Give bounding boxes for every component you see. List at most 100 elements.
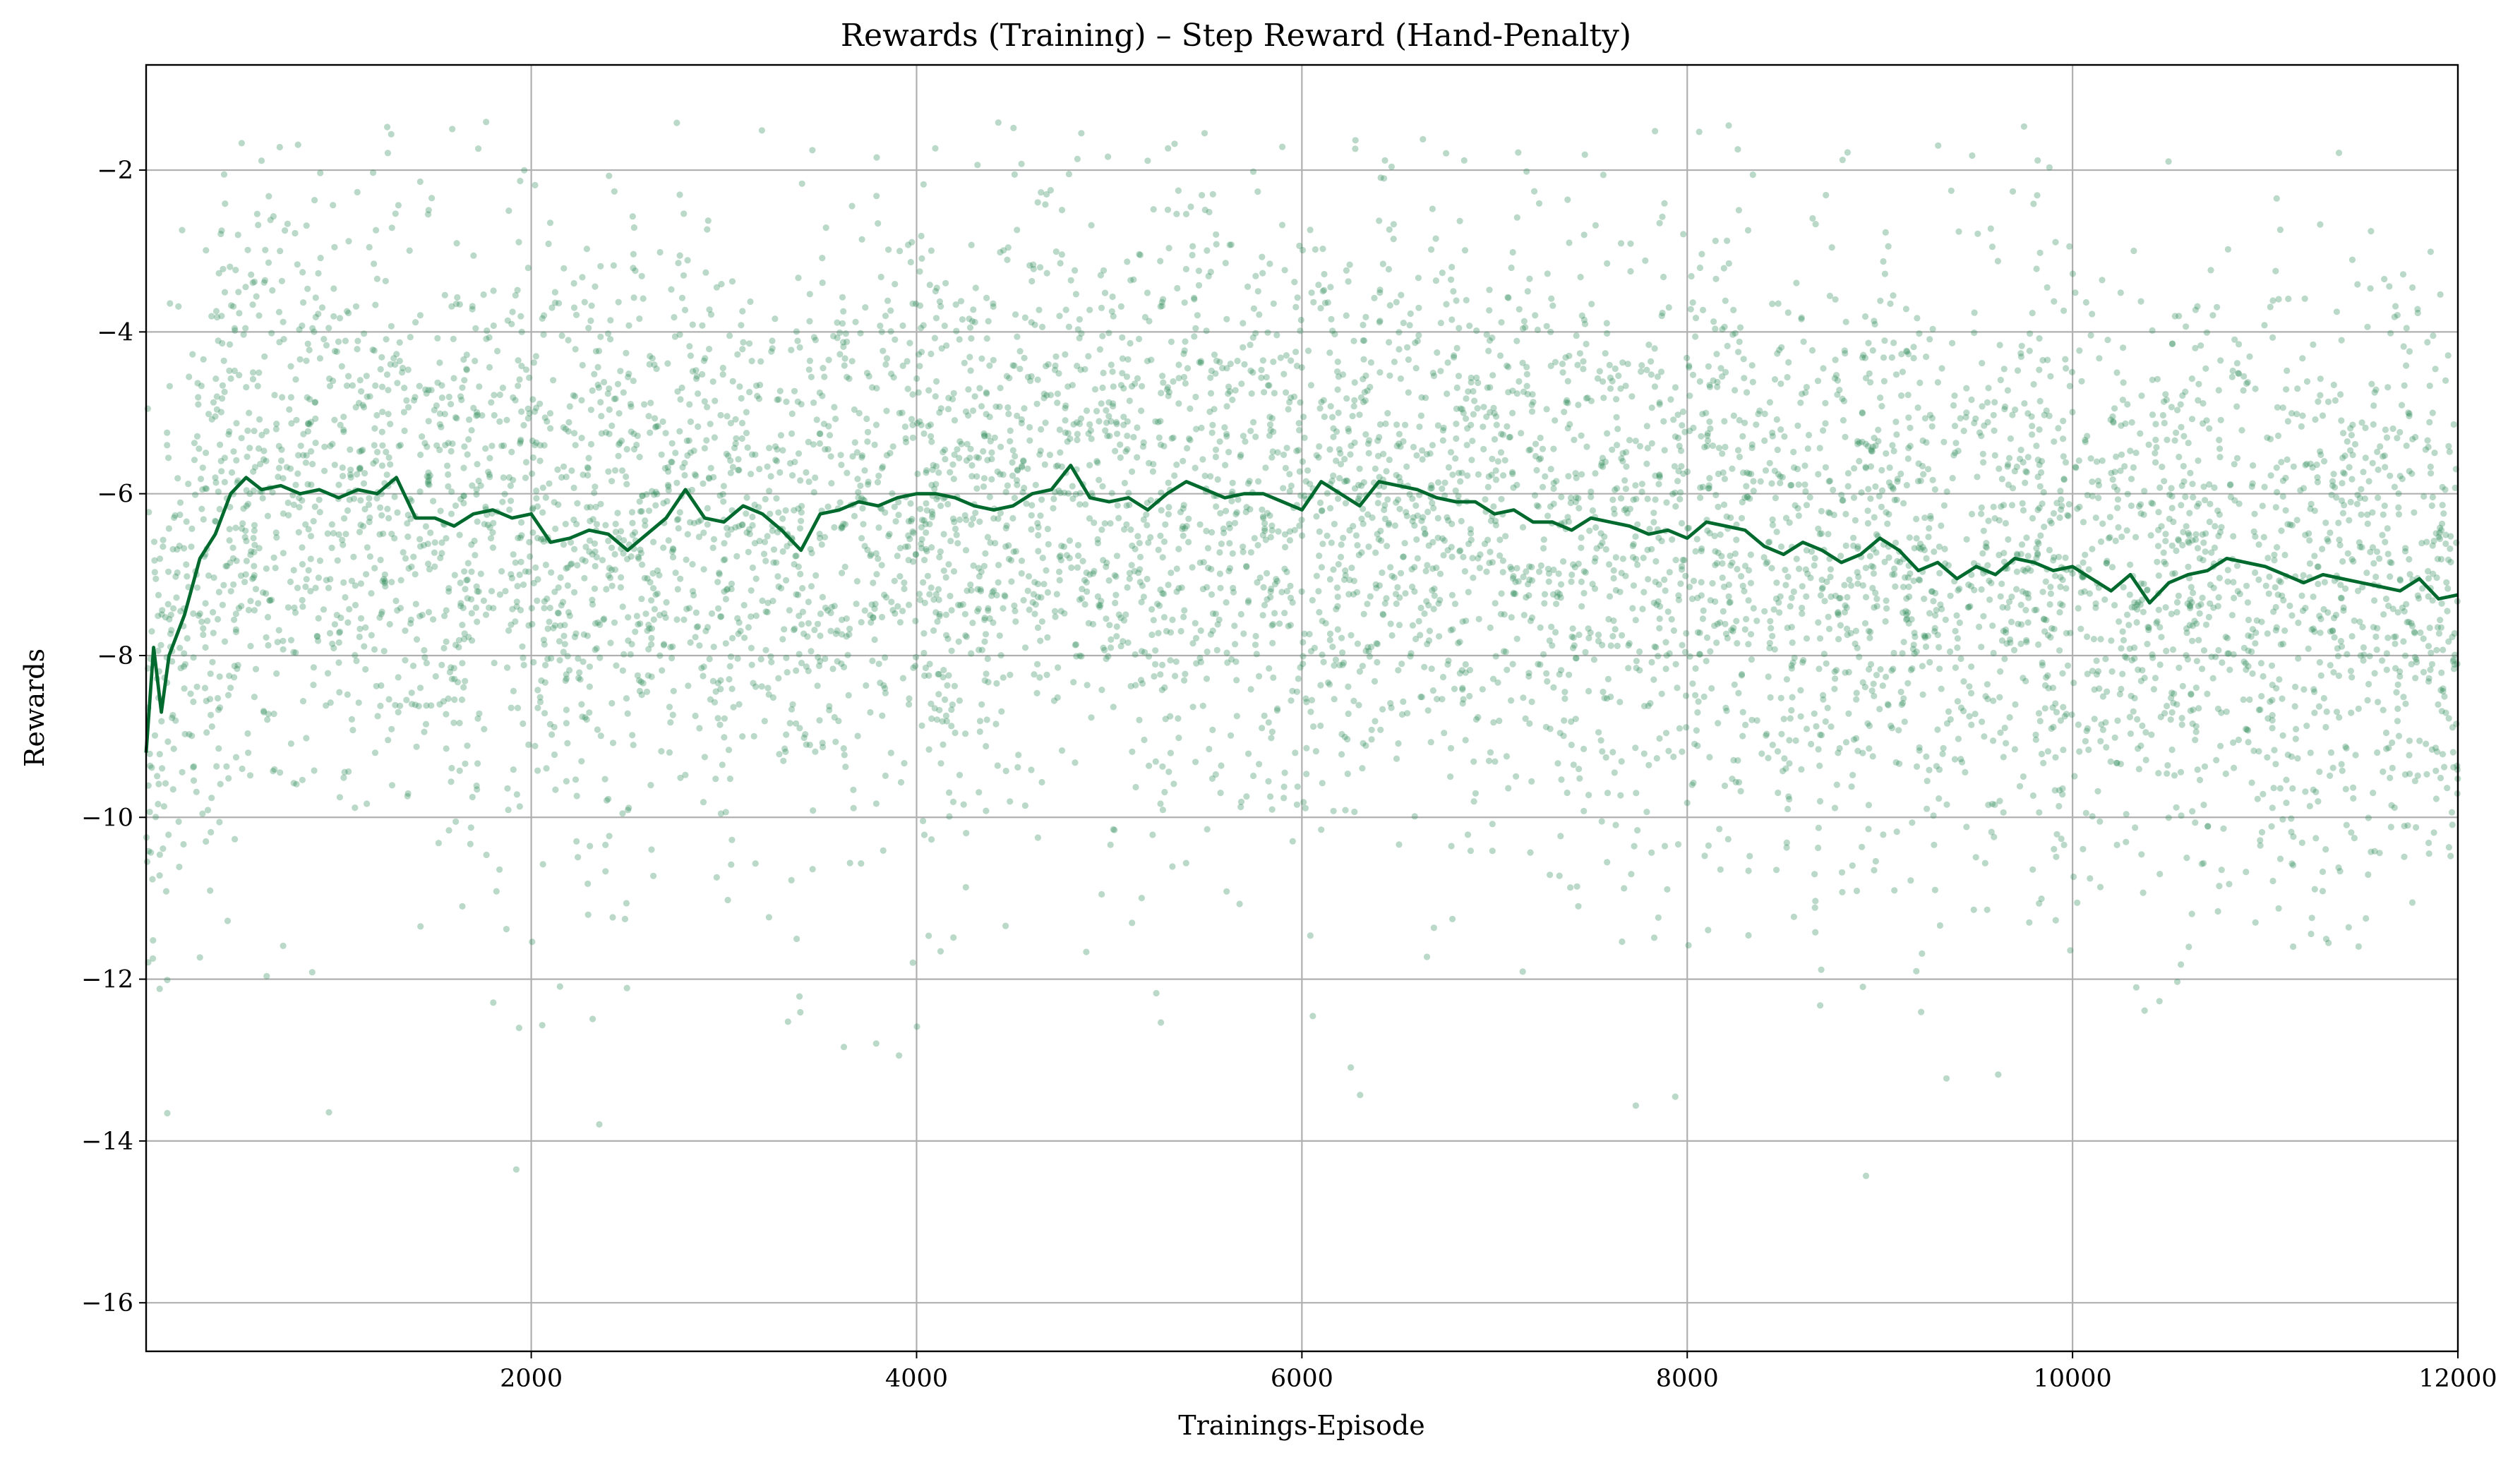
data-point [2049,704,2056,711]
data-point [926,591,933,598]
data-point [1096,346,1103,353]
data-point [1365,543,1372,550]
data-point [623,473,630,481]
data-point [546,480,553,487]
data-point [633,441,640,449]
data-point [1097,602,1104,609]
data-point [202,600,209,607]
data-point [1360,337,1367,344]
data-point [1126,397,1133,404]
data-point [1966,683,1973,690]
data-point [1904,680,1912,687]
data-point [942,456,949,463]
data-point [2266,573,2273,581]
data-point [1074,155,1081,162]
data-point [546,618,553,625]
data-point [474,618,481,625]
data-point [1572,498,1579,506]
data-point [433,442,440,449]
data-point [392,361,399,368]
data-point [2348,556,2356,563]
data-point [1344,736,1351,743]
data-point [1546,637,1553,644]
data-point [1480,445,1487,453]
data-point [2416,737,2423,744]
data-point [2099,726,2106,733]
data-point [2398,402,2406,409]
data-point [1729,559,1736,566]
data-point [1648,371,1655,378]
data-point [923,548,930,555]
data-point [2013,550,2020,557]
data-point [1875,438,1882,445]
data-point [722,596,729,603]
data-point [1398,711,1406,718]
data-point [2192,737,2199,744]
data-point [1553,601,1560,608]
data-point [1766,538,1773,545]
data-point [2029,423,2036,430]
data-point [1619,359,1626,366]
data-point [1120,638,1127,645]
data-point [1233,509,1240,516]
data-point [2224,567,2231,574]
data-point [227,504,234,511]
data-point [165,525,172,532]
data-point [611,566,619,573]
data-point [1915,460,1922,467]
data-point [1220,529,1228,536]
data-point [1799,610,1806,617]
data-point [2336,541,2344,549]
data-point [356,625,364,632]
data-point [1782,581,1789,589]
data-point [1504,294,1511,301]
data-point [740,602,748,609]
data-point [1074,436,1081,444]
data-point [844,469,851,476]
data-point [1336,446,1343,453]
data-point [1212,370,1219,378]
data-point [201,684,209,692]
data-point [1735,349,1742,356]
data-point [452,502,460,509]
data-point [638,507,645,515]
data-point [468,610,475,617]
data-point [2127,447,2134,454]
data-point [1537,434,1544,442]
data-point [1391,522,1398,529]
data-point [1203,675,1211,682]
data-point [2343,744,2350,752]
data-point [1209,726,1216,733]
data-point [969,620,976,627]
data-point [2040,615,2047,622]
data-point [2095,495,2102,502]
data-point [976,789,983,796]
data-point [2195,397,2202,404]
data-point [640,680,647,687]
data-point [1199,456,1206,463]
data-point [1629,543,1636,550]
data-point [1182,525,1189,532]
data-point [1652,579,1659,586]
data-point [2075,457,2082,464]
data-point [1876,493,1883,500]
data-point [1627,240,1634,247]
data-point [1747,551,1754,558]
data-point [2019,588,2026,595]
data-point [1374,438,1381,445]
data-point [2131,655,2138,662]
data-point [1180,373,1188,381]
data-point [2324,538,2332,545]
data-point [1040,581,1048,588]
data-point [312,399,319,406]
data-point [671,333,679,340]
data-point [1822,399,1829,406]
data-point [275,627,282,634]
data-point [992,540,999,547]
data-point [914,470,921,478]
data-point [743,409,750,416]
data-point [1332,656,1339,663]
data-point [224,562,231,569]
data-point [1663,499,1670,506]
data-point [637,550,645,557]
